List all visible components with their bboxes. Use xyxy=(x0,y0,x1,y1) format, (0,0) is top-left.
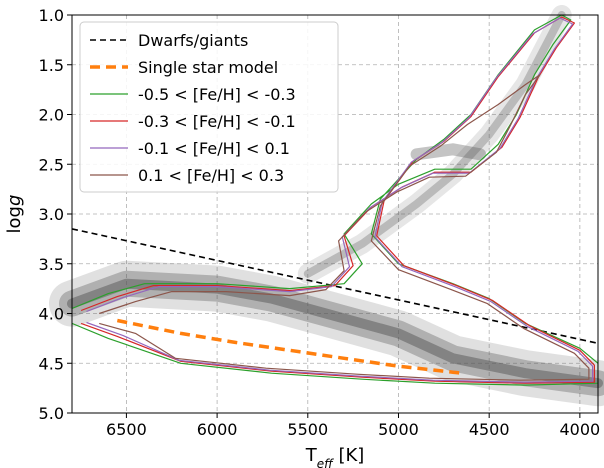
y-tick-label: 3.5 xyxy=(39,255,64,274)
legend-entry-label: 0.1 < [Fe/H] < 0.3 xyxy=(138,166,284,185)
y-tick-label: 4.0 xyxy=(39,305,64,324)
y-tick-label: 2.5 xyxy=(39,155,64,174)
x-tick-label: 4000 xyxy=(560,420,601,439)
giant-branch-density xyxy=(303,11,566,278)
legend-box xyxy=(79,21,339,193)
series-line-1 xyxy=(116,318,463,375)
legend-entry-label: -0.3 < [Fe/H] < -0.1 xyxy=(138,112,296,131)
x-tick-label: 5000 xyxy=(378,420,419,439)
legend: Dwarfs/giants Single star model -0.5 < [Fe… xyxy=(79,21,339,193)
y-tick-label: 5.0 xyxy=(39,404,64,423)
legend-entry-label: -0.5 < [Fe/H] < -0.3 xyxy=(138,85,296,104)
x-axis-label: Teff [K] xyxy=(305,445,365,468)
y-tick-label: 1.5 xyxy=(39,56,64,75)
series-line-3 xyxy=(80,16,596,384)
x-tick-label: 4500 xyxy=(469,420,510,439)
x-tick-label: 6500 xyxy=(106,420,147,439)
y-tick-label: 1.0 xyxy=(39,6,64,25)
series-line-5 xyxy=(99,74,590,381)
x-tick-label: 6000 xyxy=(197,420,238,439)
y-tick-label: 2.0 xyxy=(39,106,64,125)
legend-entry-label: Dwarfs/giants xyxy=(138,31,248,50)
legend-entry-label: Single star model xyxy=(138,58,278,77)
x-tick-label: 5500 xyxy=(287,420,328,439)
legend-entry-label: -0.1 < [Fe/H] < 0.1 xyxy=(138,139,290,158)
giant-branch-density xyxy=(297,5,572,284)
y-axis-label: logg xyxy=(4,195,25,234)
series-lines xyxy=(72,15,598,386)
y-axis-ticks: 1.0 1.5 2.0 2.5 3.0 3.5 4.0 4.5 5.0 xyxy=(39,6,72,423)
y-tick-label: 4.5 xyxy=(39,354,64,373)
y-tick-label: 3.0 xyxy=(39,205,64,224)
series-line-4 xyxy=(86,17,594,383)
x-axis-ticks: 6500 6000 5500 5000 4500 4000 xyxy=(106,413,600,439)
red-clump-density xyxy=(410,143,487,161)
